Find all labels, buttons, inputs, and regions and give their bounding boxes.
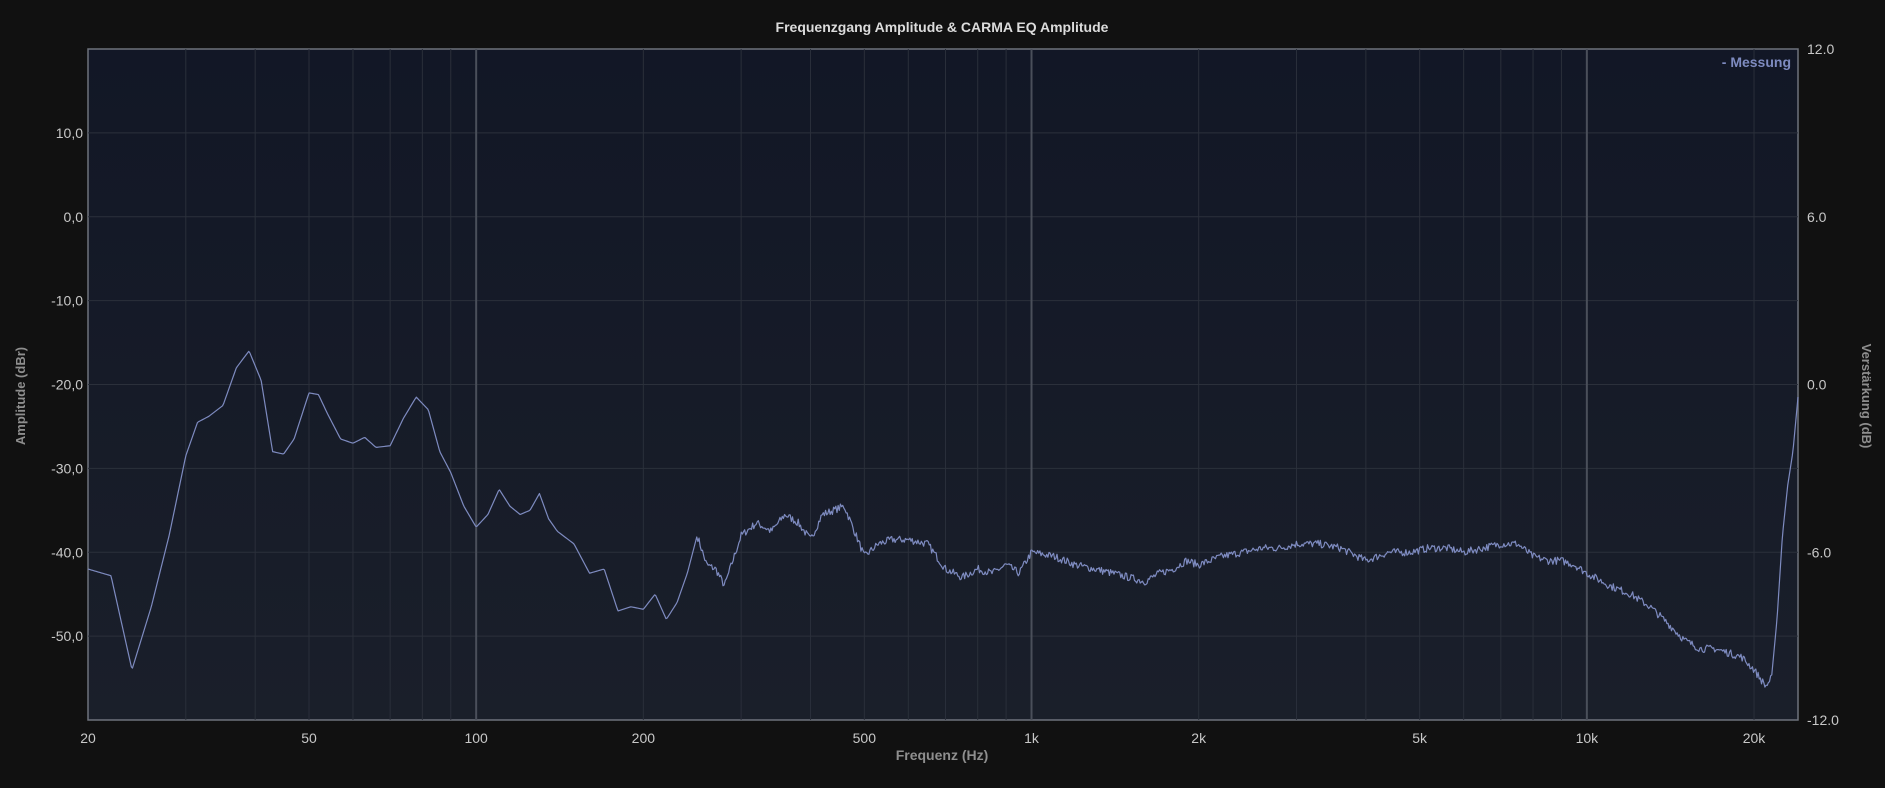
x-axis-ticks: 20 50 100 200 500 1k 2k 5k 10k 20k <box>80 730 1766 746</box>
y2-tick-label: 12.0 <box>1807 41 1834 57</box>
x-tick-label: 50 <box>301 730 317 746</box>
y2-axis-ticks: 12.0 6.0 0.0 -6.0 -12.0 <box>1807 41 1839 728</box>
y-tick-label: -20,0 <box>51 377 83 393</box>
x-tick-label: 5k <box>1412 730 1428 746</box>
y2-axis-label: Verstärkung (dB) <box>1859 344 1874 449</box>
y2-tick-label: 6.0 <box>1807 209 1827 225</box>
x-tick-label: 20k <box>1743 730 1767 746</box>
minor-grid <box>88 49 1798 720</box>
major-grid <box>475 49 1588 720</box>
x-axis-label: Frequenz (Hz) <box>896 747 989 763</box>
x-tick-label: 1k <box>1024 730 1040 746</box>
legend-entry-messung[interactable]: - Messung <box>1722 54 1791 70</box>
y-axis-ticks: 10,0 0,0 -10,0 -20,0 -30,0 -40,0 -50,0 <box>51 125 83 644</box>
y-tick-label: -10,0 <box>51 293 83 309</box>
y2-tick-label: -6.0 <box>1807 544 1831 560</box>
y-tick-label: -40,0 <box>51 544 83 560</box>
y-axis-label: Amplitude (dBr) <box>13 347 28 445</box>
y-tick-label: 0,0 <box>64 209 84 225</box>
series-line-messung <box>87 350 1799 688</box>
x-tick-label: 500 <box>853 730 877 746</box>
y2-tick-label: 0.0 <box>1807 377 1827 393</box>
y-tick-label: -50,0 <box>51 628 83 644</box>
series-layer <box>87 350 1799 688</box>
chart-title: Frequenzgang Amplitude & CARMA EQ Amplit… <box>776 19 1109 35</box>
x-tick-label: 100 <box>464 730 488 746</box>
y-tick-label: 10,0 <box>56 125 83 141</box>
y-tick-label: -30,0 <box>51 460 83 476</box>
x-tick-label: 20 <box>80 730 96 746</box>
y2-tick-label: -12.0 <box>1807 712 1839 728</box>
x-tick-label: 10k <box>1576 730 1600 746</box>
x-tick-label: 2k <box>1191 730 1207 746</box>
x-tick-label: 200 <box>632 730 656 746</box>
